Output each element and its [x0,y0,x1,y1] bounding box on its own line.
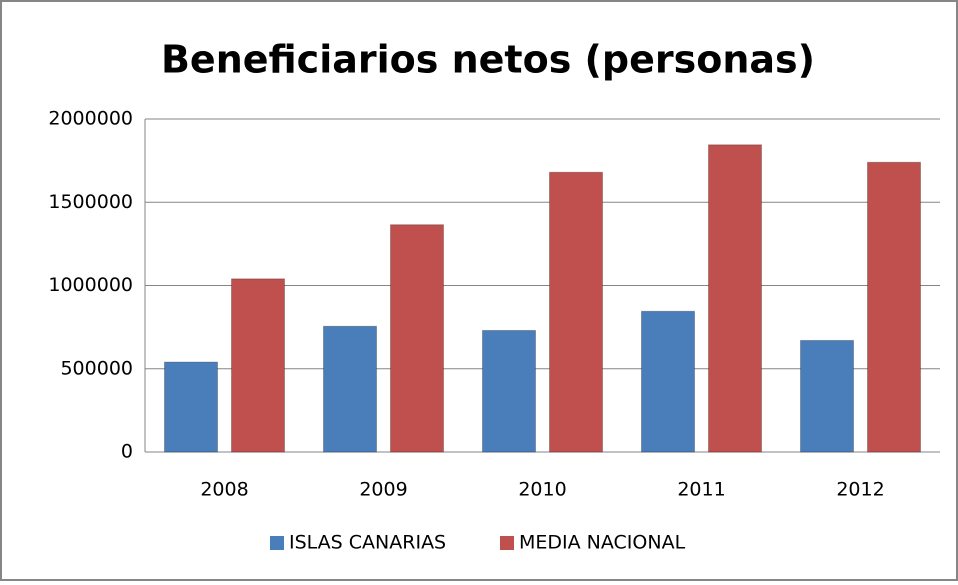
bar [800,339,854,453]
x-tick-label: 2010 [518,479,566,501]
y-tick-label: 1500000 [48,191,133,213]
bar [323,325,377,453]
legend-swatch [270,536,284,550]
bar [482,329,536,453]
legend-swatch [500,536,514,550]
x-tick-label: 2011 [677,479,725,501]
bar [708,144,762,453]
bar [641,310,695,453]
x-tick-label: 2009 [359,479,407,501]
x-tick-label: 2008 [200,479,248,501]
y-tick-label: 1000000 [48,274,133,296]
bar [549,171,603,453]
bar [164,361,218,453]
legend-label: ISLAS CANARIAS [289,532,446,554]
x-tick-label: 2012 [836,479,884,501]
chart-title: Beneficiarios netos (personas) [161,38,815,82]
y-tick-label: 2000000 [48,108,133,130]
bar [231,278,285,453]
bar [867,161,921,453]
legend-label: MEDIA NACIONAL [519,532,686,554]
y-tick-label: 0 [121,441,133,463]
y-tick-label: 500000 [60,357,133,379]
bar [390,224,444,453]
